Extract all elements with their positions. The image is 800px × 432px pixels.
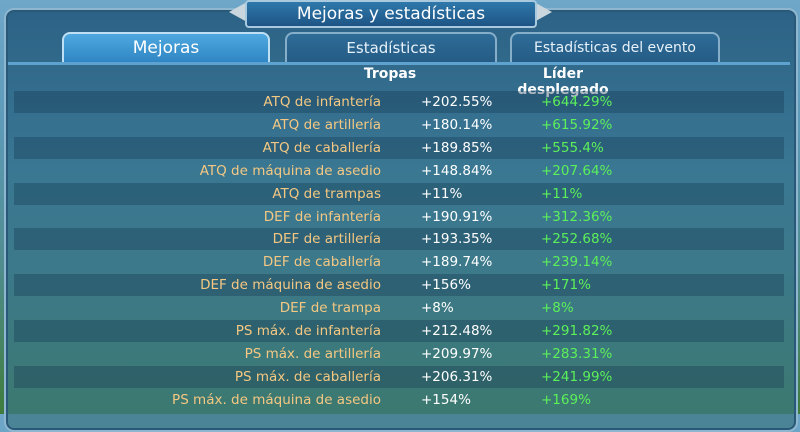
- stat-label: ATQ de artillería: [272, 116, 381, 133]
- troops-value: +148.84%: [421, 162, 493, 179]
- stat-row: PS máx. de máquina de asedio +154% +169%: [14, 389, 784, 411]
- separator: [8, 62, 790, 65]
- stat-label: PS máx. de infantería: [235, 323, 381, 339]
- troops-value: +202.55%: [421, 94, 493, 110]
- leader-value: +312.36%: [541, 208, 613, 225]
- stat-row: ATQ de máquina de asedio +148.84% +207.64%: [14, 160, 784, 182]
- leader-value: +8%: [541, 300, 574, 317]
- troops-value: +189.85%: [421, 139, 493, 156]
- column-header: Líder desplegado: [517, 66, 609, 98]
- leader-value: +644.29%: [541, 94, 613, 110]
- stat-label: DEF de máquina de asedio: [200, 277, 381, 294]
- troops-value: +11%: [421, 185, 463, 202]
- troops-value: +193.35%: [421, 231, 493, 248]
- stat-label: ATQ de máquina de asedio: [199, 162, 381, 179]
- leader-value: +241.99%: [541, 368, 613, 385]
- stat-label: DEF de artillería: [272, 231, 381, 248]
- column-header: Tropas: [363, 66, 417, 82]
- stat-label: PS máx. de caballería: [234, 368, 381, 385]
- stat-label: ATQ de trampas: [272, 185, 381, 202]
- stat-row: PS máx. de artillería +209.97% +283.31%: [14, 343, 784, 365]
- tab[interactable]: Estadísticas: [285, 32, 497, 62]
- leader-value: +283.31%: [541, 345, 613, 362]
- leader-value: +239.14%: [541, 254, 613, 271]
- stat-row: DEF de infantería +190.91% +312.36%: [14, 206, 784, 228]
- stat-label: ATQ de caballería: [262, 139, 381, 156]
- stat-row: DEF de caballería +189.74% +239.14%: [14, 251, 784, 273]
- stat-row: ATQ de artillería +180.14% +615.92%: [14, 114, 784, 136]
- stat-row: ATQ de trampas +11% +11%: [14, 182, 784, 205]
- leader-value: +615.92%: [541, 116, 613, 133]
- stat-row: DEF de artillería +193.35% +252.68%: [14, 228, 784, 251]
- stat-row: PS máx. de infantería +212.48% +291.82%: [14, 320, 784, 342]
- stat-row: ATQ de infantería +202.55% +644.29%: [14, 91, 784, 113]
- troops-value: +190.91%: [421, 208, 493, 225]
- stat-label: DEF de trampa: [279, 300, 381, 317]
- troops-value: +212.48%: [421, 323, 493, 339]
- troops-value: +156%: [421, 277, 471, 294]
- title-banner: Mejoras y estadísticas: [245, 0, 537, 28]
- stat-row: PS máx. de caballería +206.31% +241.99%: [14, 365, 784, 388]
- leader-value: +252.68%: [541, 231, 613, 248]
- tab[interactable]: Estadísticas del evento: [510, 32, 720, 62]
- troops-value: +206.31%: [421, 368, 493, 385]
- troops-value: +180.14%: [421, 116, 493, 133]
- stat-label: PS máx. de máquina de asedio: [172, 391, 381, 408]
- troops-value: +189.74%: [421, 254, 493, 271]
- stat-label: ATQ de infantería: [263, 94, 381, 110]
- panel: [4, 8, 798, 432]
- troops-value: +209.97%: [421, 345, 493, 362]
- leader-value: +555.4%: [541, 139, 604, 156]
- stat-label: PS máx. de artillería: [244, 345, 381, 362]
- leader-value: +11%: [541, 185, 583, 202]
- stat-row: DEF de trampa +8% +8%: [14, 297, 784, 319]
- stat-label: DEF de infantería: [263, 208, 381, 225]
- stat-row: ATQ de caballería +189.85% +555.4%: [14, 136, 784, 159]
- leader-value: +171%: [541, 277, 591, 294]
- leader-value: +169%: [541, 391, 591, 408]
- leader-value: +291.82%: [541, 323, 613, 339]
- troops-value: +154%: [421, 391, 471, 408]
- stat-label: DEF de caballería: [262, 254, 381, 271]
- stat-row: DEF de máquina de asedio +156% +171%: [14, 274, 784, 297]
- leader-value: +207.64%: [541, 162, 613, 179]
- troops-value: +8%: [421, 300, 454, 317]
- tab[interactable]: Mejoras: [62, 32, 270, 62]
